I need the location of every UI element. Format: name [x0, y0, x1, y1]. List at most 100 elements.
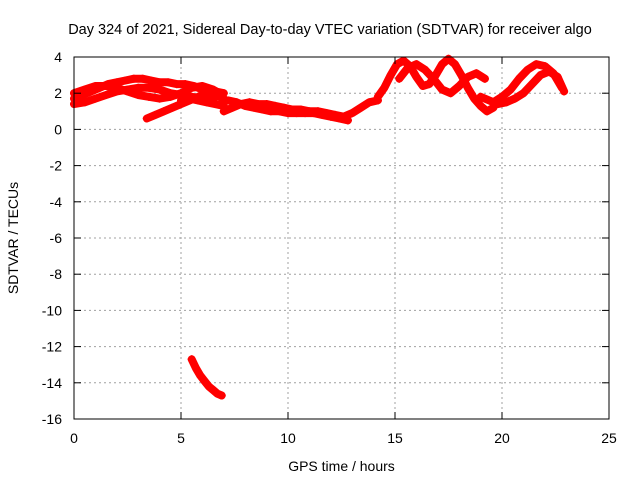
- data-point: [476, 101, 485, 110]
- data-point: [191, 364, 200, 373]
- data-point: [196, 371, 205, 380]
- data-point: [200, 376, 209, 385]
- data-point: [202, 89, 211, 98]
- data-point: [198, 81, 207, 90]
- data-point: [102, 81, 111, 90]
- data-point: [213, 389, 222, 398]
- data-point: [380, 83, 389, 92]
- x-tick-label: 25: [601, 430, 617, 446]
- data-points: [70, 54, 569, 400]
- data-point: [412, 72, 421, 81]
- data-point: [515, 74, 524, 83]
- data-point: [444, 54, 453, 63]
- data-point: [403, 63, 412, 72]
- data-point: [553, 72, 562, 81]
- series-track-g: [224, 96, 352, 125]
- data-point: [134, 91, 143, 100]
- data-point: [155, 78, 164, 87]
- data-point: [418, 81, 427, 90]
- data-point: [532, 60, 541, 69]
- data-point: [560, 87, 569, 96]
- data-point: [138, 74, 147, 83]
- data-point: [144, 83, 153, 92]
- data-point: [202, 98, 211, 107]
- y-tick-label: -10: [42, 302, 62, 318]
- data-point: [412, 60, 421, 69]
- data-point: [395, 74, 404, 83]
- data-point: [204, 382, 213, 391]
- data-point: [365, 98, 374, 107]
- data-point: [545, 67, 554, 76]
- data-point: [536, 71, 545, 80]
- data-point: [318, 110, 327, 119]
- data-point: [224, 96, 233, 105]
- data-point: [373, 92, 382, 101]
- data-point: [241, 101, 250, 110]
- data-point: [155, 85, 164, 94]
- data-point: [211, 100, 220, 109]
- data-point: [343, 116, 352, 125]
- data-point: [348, 109, 357, 118]
- data-point: [476, 92, 485, 101]
- y-tick-label: 2: [54, 85, 62, 101]
- data-point: [209, 386, 218, 395]
- data-point: [519, 89, 528, 98]
- data-point: [335, 114, 344, 123]
- data-point: [463, 83, 472, 92]
- data-point: [123, 87, 132, 96]
- y-tick-label: -6: [50, 230, 63, 246]
- y-tick-label: -4: [50, 194, 63, 210]
- data-point: [393, 60, 402, 69]
- grid-lines: [74, 57, 609, 419]
- data-point: [420, 65, 429, 74]
- data-point: [151, 110, 160, 119]
- data-point: [275, 107, 284, 116]
- data-point: [164, 78, 173, 87]
- data-point: [91, 81, 100, 90]
- y-tick-label: -2: [50, 158, 63, 174]
- data-point: [217, 391, 226, 400]
- data-point: [483, 107, 492, 116]
- data-point: [134, 83, 143, 92]
- x-tick-label: 0: [70, 430, 78, 446]
- data-point: [194, 96, 203, 105]
- data-point: [438, 85, 447, 94]
- data-point: [455, 81, 464, 90]
- y-tick-label: -14: [42, 375, 62, 391]
- series-track-c: [70, 81, 224, 103]
- x-tick-label: 10: [280, 430, 296, 446]
- data-point: [142, 114, 151, 123]
- data-point: [292, 109, 301, 118]
- data-point: [301, 109, 310, 118]
- data-point: [168, 103, 177, 112]
- x-tick-label: 15: [387, 430, 403, 446]
- data-point: [506, 85, 515, 94]
- data-point: [540, 62, 549, 71]
- series-track-e: [177, 94, 228, 110]
- data-point: [258, 105, 267, 114]
- data-point: [386, 71, 395, 80]
- x-tick-label: 20: [494, 430, 510, 446]
- data-point: [177, 89, 185, 98]
- data-point: [399, 56, 408, 65]
- data-point: [219, 107, 228, 116]
- series-track-i: [395, 60, 489, 98]
- data-point: [166, 92, 175, 101]
- y-tick-label: 0: [54, 121, 62, 137]
- data-point: [284, 109, 292, 118]
- data-point: [80, 98, 89, 107]
- series-track-l: [187, 355, 226, 400]
- data-point: [523, 65, 532, 74]
- data-point: [429, 74, 438, 83]
- data-point: [187, 83, 196, 92]
- x-tick-label: 5: [177, 430, 185, 446]
- data-point: [527, 80, 536, 89]
- data-point: [80, 85, 89, 94]
- data-point: [144, 92, 153, 101]
- data-point: [470, 94, 479, 103]
- data-point: [129, 74, 138, 83]
- data-point: [309, 109, 318, 118]
- data-point: [502, 98, 511, 107]
- data-point: [177, 96, 185, 105]
